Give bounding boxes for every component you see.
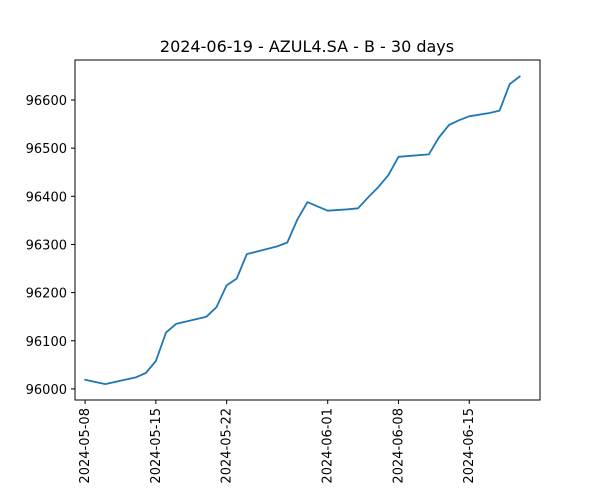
y-tick-label: 96200 bbox=[26, 287, 67, 302]
x-tick-label: 2024-06-15 bbox=[462, 408, 477, 484]
plot-area bbox=[84, 75, 521, 386]
chart-title: 2024-06-19 - AZUL4.SA - B - 30 days bbox=[160, 37, 454, 56]
y-axis: 96000 96100 96200 96300 96400 96500 96600 bbox=[26, 94, 75, 398]
x-tick-label: 2024-05-15 bbox=[149, 408, 164, 484]
axes-frame bbox=[74, 59, 541, 401]
y-tick-label: 96500 bbox=[26, 142, 67, 157]
y-tick-label: 96100 bbox=[26, 335, 67, 350]
y-tick-label: 96300 bbox=[26, 238, 67, 253]
x-tick-label: 2024-06-08 bbox=[391, 408, 406, 484]
y-tick-label: 96000 bbox=[26, 383, 67, 398]
x-axis: 2024-05-08 2024-05-15 2024-05-22 2024-06-01… bbox=[78, 400, 477, 484]
x-tick-label: 2024-06-01 bbox=[321, 408, 336, 484]
x-tick-label: 2024-05-22 bbox=[220, 408, 235, 484]
y-tick-label: 96400 bbox=[26, 190, 67, 205]
series-line bbox=[84, 75, 521, 386]
y-tick-label: 96600 bbox=[26, 94, 67, 109]
x-tick-label: 2024-05-08 bbox=[78, 408, 93, 484]
